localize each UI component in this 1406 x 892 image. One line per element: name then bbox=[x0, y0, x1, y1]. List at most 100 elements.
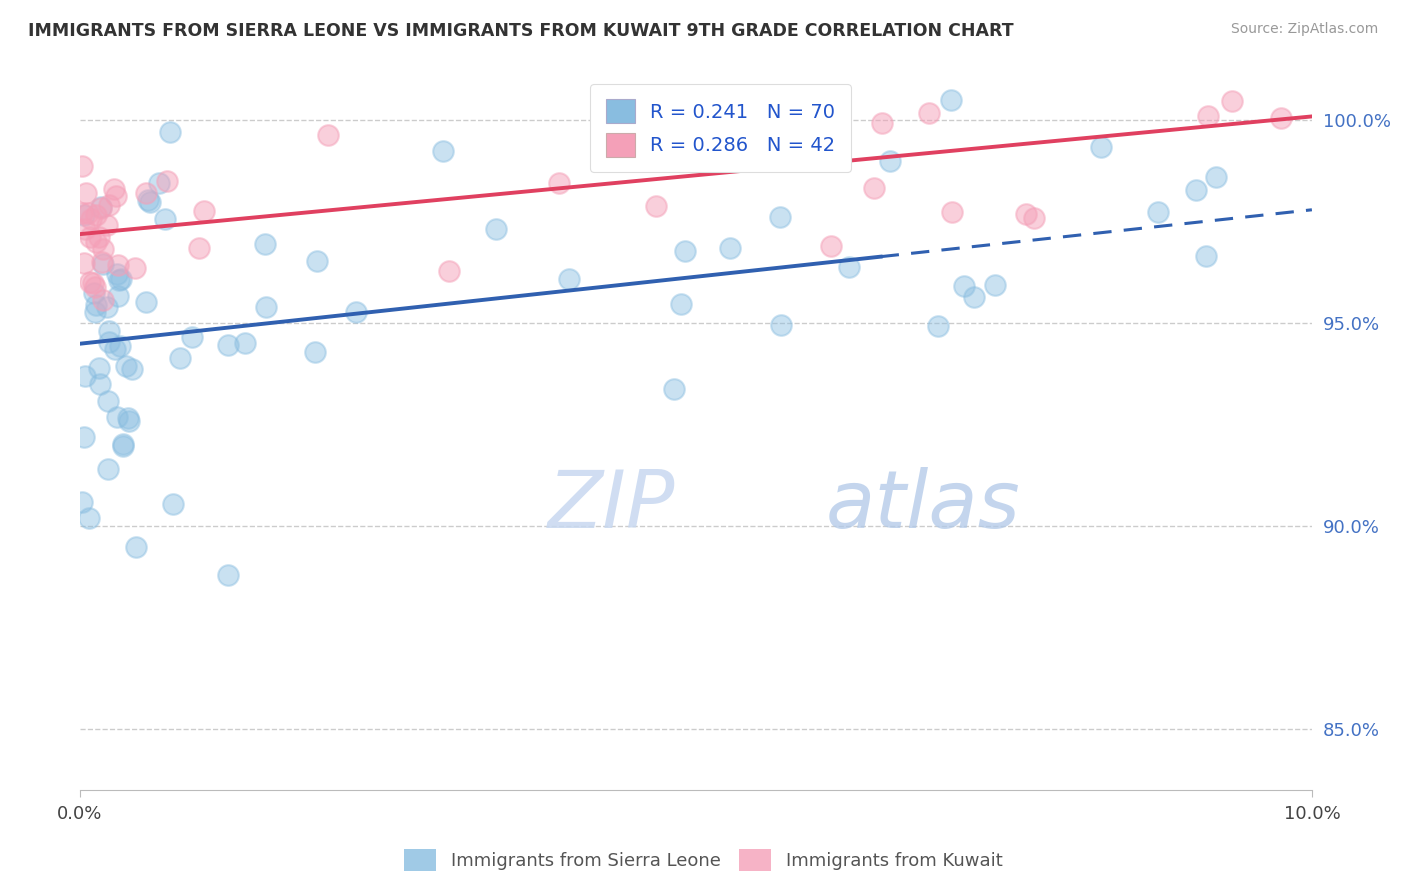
Point bbox=[233, 336, 256, 351]
Point bbox=[862, 181, 884, 195]
Point bbox=[253, 236, 276, 251]
Text: Source: ZipAtlas.com: Source: ZipAtlas.com bbox=[1230, 22, 1378, 37]
Point bbox=[105, 267, 128, 281]
Point bbox=[1185, 183, 1208, 197]
Point bbox=[97, 462, 120, 476]
Point bbox=[124, 260, 146, 275]
Point bbox=[1090, 139, 1112, 153]
Point bbox=[77, 511, 100, 525]
Point bbox=[111, 439, 134, 453]
Point bbox=[91, 293, 114, 307]
Point bbox=[90, 201, 112, 215]
Point bbox=[485, 221, 508, 235]
Point bbox=[72, 159, 94, 173]
Point bbox=[547, 176, 569, 190]
Point bbox=[98, 197, 121, 211]
Point bbox=[838, 260, 860, 274]
Point bbox=[305, 254, 328, 268]
Point bbox=[254, 300, 277, 314]
Point bbox=[870, 116, 893, 130]
Point bbox=[72, 256, 94, 270]
Point bbox=[87, 361, 110, 376]
Point bbox=[1205, 169, 1227, 184]
Point bbox=[662, 382, 685, 396]
Point bbox=[718, 241, 741, 255]
Point bbox=[162, 497, 184, 511]
Point bbox=[669, 297, 692, 311]
Point bbox=[84, 208, 107, 222]
Point bbox=[96, 301, 118, 315]
Point bbox=[135, 186, 157, 200]
Point bbox=[316, 128, 339, 142]
Point bbox=[98, 324, 121, 338]
Point bbox=[155, 211, 177, 226]
Point bbox=[1195, 249, 1218, 263]
Point bbox=[1270, 112, 1292, 126]
Point bbox=[169, 351, 191, 365]
Point bbox=[927, 318, 949, 333]
Point bbox=[558, 272, 581, 286]
Point bbox=[118, 414, 141, 428]
Point bbox=[73, 369, 96, 384]
Point bbox=[73, 430, 96, 444]
Point bbox=[79, 229, 101, 244]
Point bbox=[918, 106, 941, 120]
Text: IMMIGRANTS FROM SIERRA LEONE VS IMMIGRANTS FROM KUWAIT 9TH GRADE CORRELATION CHA: IMMIGRANTS FROM SIERRA LEONE VS IMMIGRAN… bbox=[28, 22, 1014, 40]
Point bbox=[148, 177, 170, 191]
Point bbox=[79, 275, 101, 289]
Point bbox=[87, 230, 110, 244]
Point bbox=[108, 339, 131, 353]
Point bbox=[107, 273, 129, 287]
Point bbox=[84, 235, 107, 249]
Point bbox=[121, 361, 143, 376]
Point bbox=[304, 345, 326, 359]
Point bbox=[1015, 206, 1038, 220]
Point bbox=[217, 568, 239, 582]
Point bbox=[75, 222, 97, 236]
Point bbox=[1147, 205, 1170, 219]
Point bbox=[73, 208, 96, 222]
Point bbox=[97, 334, 120, 349]
Point bbox=[135, 294, 157, 309]
Point bbox=[96, 218, 118, 232]
Point bbox=[125, 540, 148, 554]
Point bbox=[962, 290, 984, 304]
Point bbox=[769, 210, 792, 224]
Point bbox=[661, 145, 683, 159]
Point bbox=[1220, 94, 1243, 108]
Point bbox=[1022, 211, 1045, 225]
Point bbox=[953, 279, 976, 293]
Point bbox=[159, 125, 181, 139]
Point bbox=[136, 193, 159, 207]
Point bbox=[770, 318, 793, 333]
Point bbox=[82, 276, 104, 290]
Point bbox=[91, 257, 114, 271]
Point bbox=[91, 243, 114, 257]
Point bbox=[114, 359, 136, 373]
Point bbox=[217, 338, 239, 352]
Point bbox=[939, 93, 962, 107]
Point bbox=[84, 298, 107, 312]
Point bbox=[107, 258, 129, 272]
Point bbox=[72, 205, 94, 219]
Point bbox=[83, 286, 105, 301]
Point bbox=[673, 244, 696, 259]
Point bbox=[432, 144, 454, 158]
Point bbox=[107, 289, 129, 303]
Point bbox=[77, 206, 100, 220]
Point bbox=[879, 154, 901, 169]
Point bbox=[105, 189, 128, 203]
Point bbox=[181, 329, 204, 343]
Point bbox=[111, 437, 134, 451]
Point bbox=[84, 280, 107, 294]
Point bbox=[156, 174, 179, 188]
Point bbox=[89, 376, 111, 391]
Point bbox=[75, 186, 97, 200]
Text: ZIP: ZIP bbox=[548, 467, 675, 545]
Point bbox=[820, 239, 842, 253]
Point bbox=[117, 411, 139, 425]
Point bbox=[1197, 109, 1219, 123]
Point bbox=[344, 305, 367, 319]
Point bbox=[187, 241, 209, 255]
Point bbox=[110, 272, 132, 286]
